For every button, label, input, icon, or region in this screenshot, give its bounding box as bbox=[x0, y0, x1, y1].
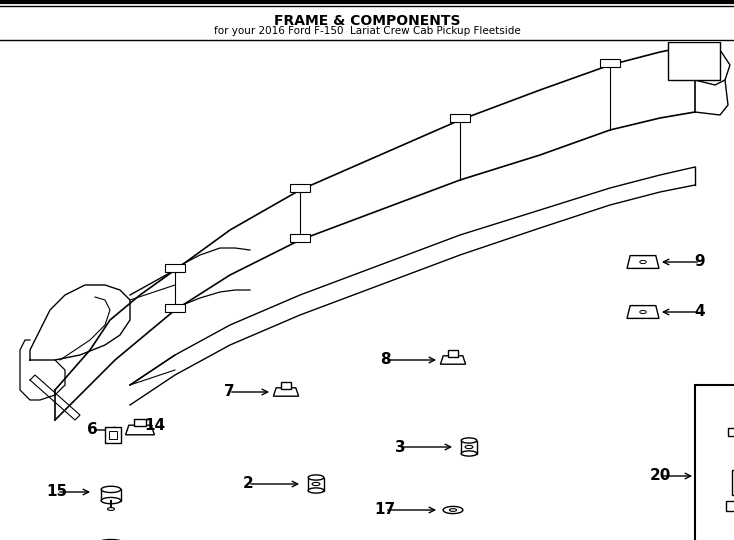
Ellipse shape bbox=[461, 451, 477, 456]
Text: 7: 7 bbox=[224, 384, 234, 400]
Text: 9: 9 bbox=[694, 254, 705, 269]
Ellipse shape bbox=[443, 507, 463, 514]
Polygon shape bbox=[440, 356, 465, 364]
Text: 14: 14 bbox=[145, 417, 166, 433]
Ellipse shape bbox=[461, 438, 477, 443]
Bar bbox=[165, 264, 185, 272]
Text: for your 2016 Ford F-150  Lariat Crew Cab Pickup Fleetside: for your 2016 Ford F-150 Lariat Crew Cab… bbox=[214, 26, 520, 36]
Polygon shape bbox=[627, 306, 659, 319]
Ellipse shape bbox=[640, 260, 646, 264]
Ellipse shape bbox=[308, 475, 324, 480]
Bar bbox=[728, 428, 734, 435]
Text: 6: 6 bbox=[87, 422, 98, 437]
Bar bbox=[448, 350, 458, 356]
Bar bbox=[101, 489, 121, 501]
Bar bbox=[668, 42, 720, 80]
Ellipse shape bbox=[640, 310, 646, 314]
Polygon shape bbox=[627, 255, 659, 268]
Bar bbox=[0, 0, 734, 42]
Bar bbox=[308, 477, 324, 490]
Ellipse shape bbox=[101, 497, 121, 504]
Polygon shape bbox=[273, 388, 299, 396]
Ellipse shape bbox=[449, 509, 457, 511]
Text: FRAME & COMPONENTS: FRAME & COMPONENTS bbox=[274, 10, 460, 24]
Ellipse shape bbox=[107, 508, 115, 510]
Bar bbox=[109, 431, 117, 439]
Ellipse shape bbox=[101, 486, 121, 492]
Bar bbox=[450, 114, 470, 122]
Polygon shape bbox=[126, 425, 154, 435]
Text: 4: 4 bbox=[694, 305, 705, 320]
Bar bbox=[600, 59, 620, 67]
Bar bbox=[105, 427, 121, 443]
Ellipse shape bbox=[465, 446, 473, 449]
Text: 3: 3 bbox=[395, 440, 405, 455]
Bar bbox=[726, 501, 734, 511]
Text: 15: 15 bbox=[46, 484, 68, 500]
Bar bbox=[134, 419, 145, 426]
Ellipse shape bbox=[308, 488, 324, 493]
Text: 8: 8 bbox=[379, 353, 390, 368]
Text: for your 2016 Ford F-150  Lariat Crew Cab Pickup Fleetside: for your 2016 Ford F-150 Lariat Crew Cab… bbox=[214, 24, 520, 34]
Ellipse shape bbox=[312, 482, 320, 485]
Bar bbox=[165, 304, 185, 312]
Text: FRAME & COMPONENTS: FRAME & COMPONENTS bbox=[274, 14, 460, 28]
Text: 2: 2 bbox=[243, 476, 253, 491]
Bar bbox=[695, 385, 734, 540]
Text: 20: 20 bbox=[650, 469, 671, 483]
Bar bbox=[281, 382, 291, 388]
Bar bbox=[732, 470, 734, 495]
Bar bbox=[290, 184, 310, 192]
Bar bbox=[461, 441, 477, 454]
Text: 17: 17 bbox=[374, 503, 396, 517]
Bar bbox=[290, 234, 310, 242]
